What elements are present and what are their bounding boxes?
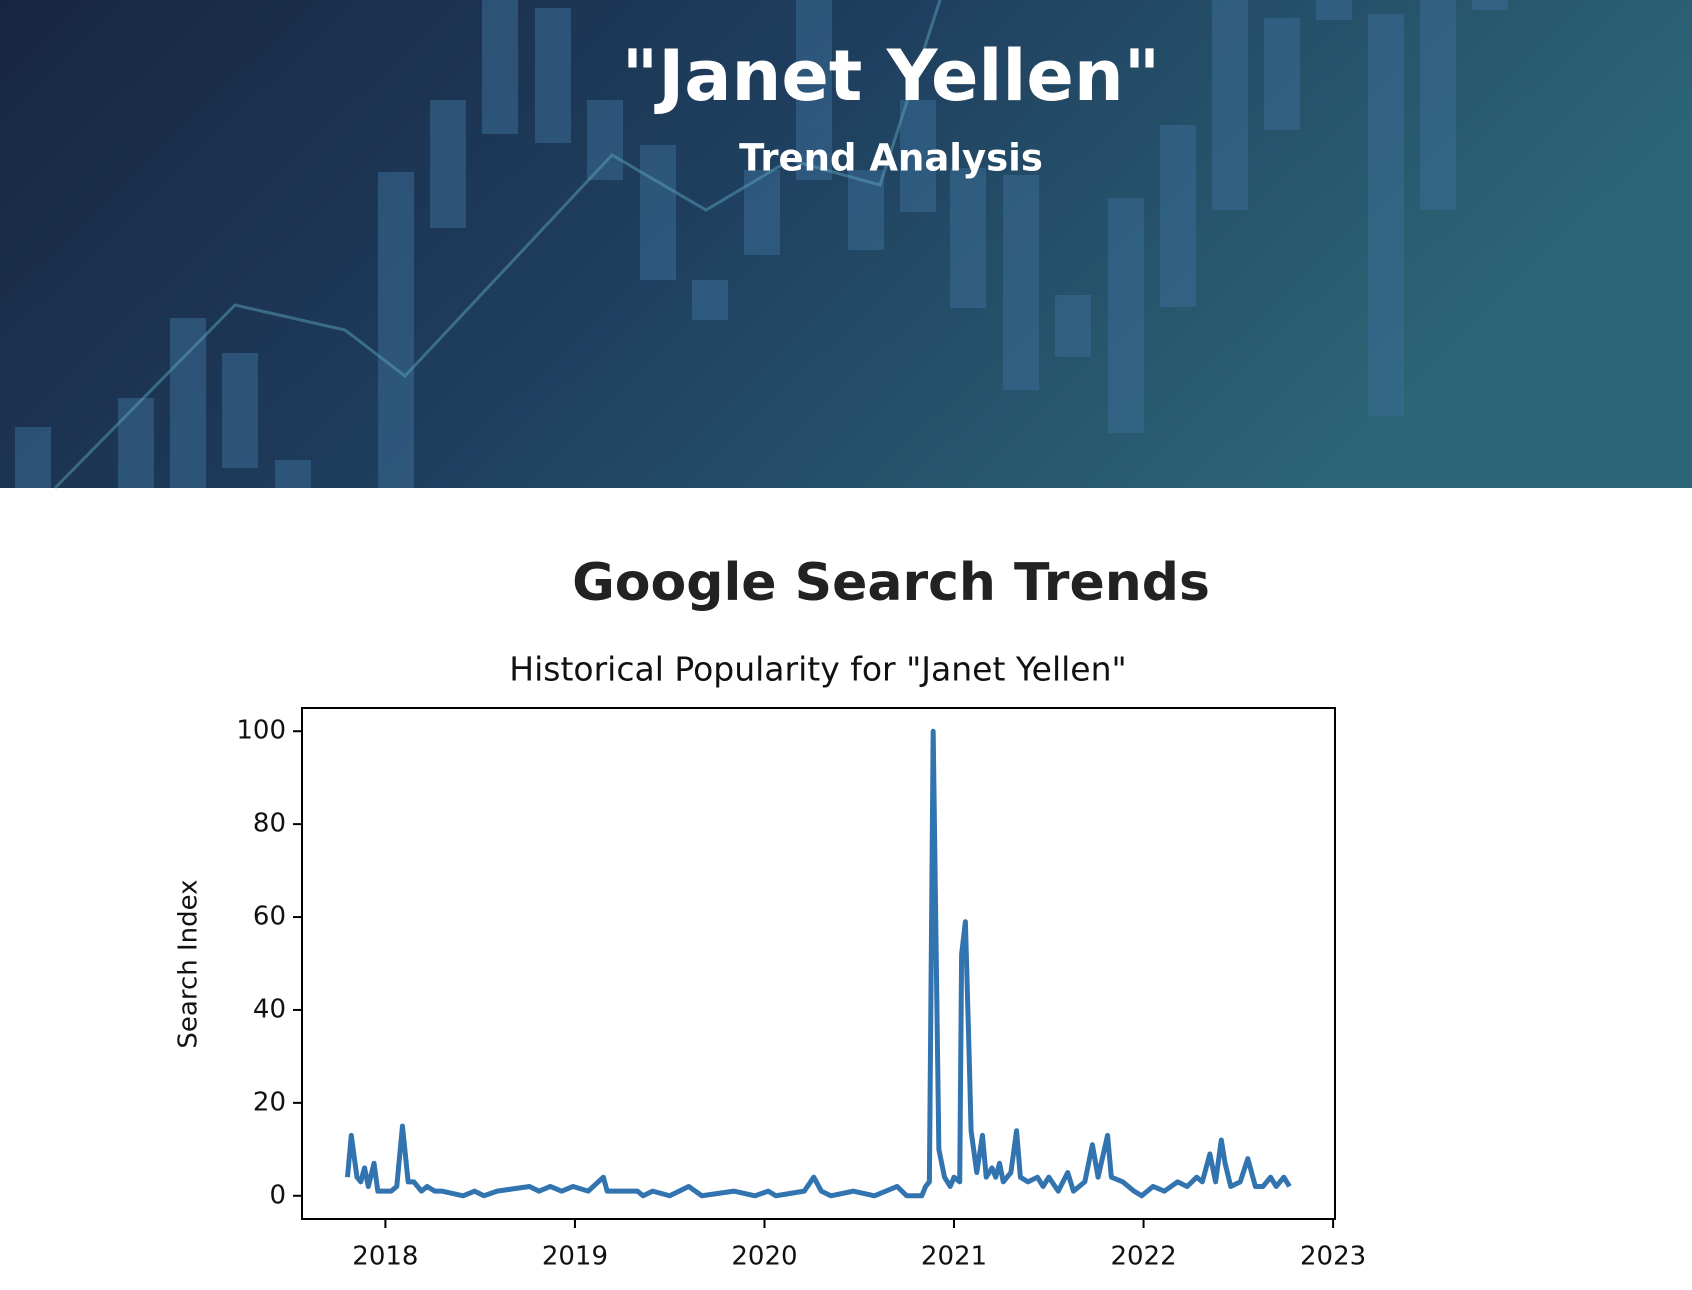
banner-trend-line (53, 0, 942, 490)
y-tick-label: 20 (253, 1087, 286, 1117)
y-tick-label: 80 (253, 809, 286, 839)
banner-decoration (15, 0, 1508, 488)
data-line (345, 728, 1292, 1199)
x-tick-label: 2021 (921, 1242, 987, 1272)
x-tick-label: 2022 (1110, 1242, 1176, 1272)
banner: "Janet Yellen" Trend Analysis (0, 0, 1692, 490)
page-subtitle: Trend Analysis (739, 137, 1043, 180)
y-tick-label: 40 (253, 994, 286, 1024)
x-tick-label: 2019 (542, 1242, 608, 1272)
plot-frame (301, 707, 1336, 1220)
page-title: "Janet Yellen" (622, 35, 1160, 117)
chart: Historical Popularity for "Janet Yellen"… (174, 650, 1367, 1272)
y-tick-label: 60 (253, 902, 286, 932)
x-tick-label: 2023 (1300, 1242, 1366, 1272)
section-heading: Google Search Trends (572, 553, 1210, 613)
chart-title: Historical Popularity for "Janet Yellen" (509, 650, 1126, 689)
y-axis-label: Search Index (174, 879, 204, 1048)
y-tick-label: 0 (269, 1180, 286, 1210)
x-tick-label: 2018 (352, 1242, 418, 1272)
x-tick-label: 2020 (731, 1242, 797, 1272)
y-tick-label: 100 (236, 716, 286, 746)
banner-background (0, 0, 1692, 488)
